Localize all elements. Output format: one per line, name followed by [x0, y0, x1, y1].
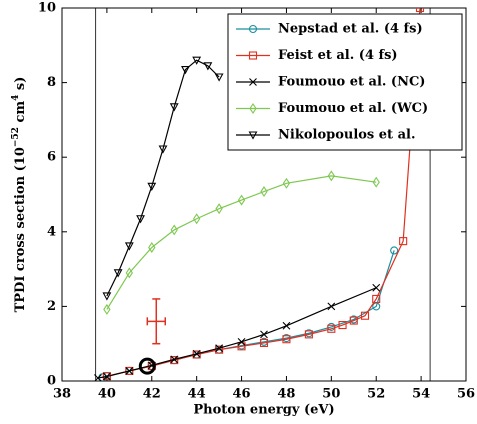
marker — [147, 182, 157, 191]
marker — [215, 344, 223, 353]
series-line — [106, 8, 421, 377]
series-line — [106, 59, 220, 297]
y-axis-label-part: −52 — [11, 127, 21, 147]
x-tick-label: 44 — [188, 387, 206, 402]
marker — [415, 8, 425, 13]
y-tick-label: 8 — [47, 75, 56, 90]
marker — [124, 242, 134, 251]
x-tick-label: 38 — [53, 387, 71, 402]
x-tick-label: 54 — [412, 387, 430, 402]
x-tick-label: 46 — [233, 387, 251, 402]
marker — [248, 131, 258, 140]
x-tick-label: 48 — [277, 387, 295, 402]
marker — [327, 324, 336, 333]
marker — [259, 338, 269, 348]
marker — [237, 194, 246, 206]
y-tick-label: 0 — [47, 374, 56, 389]
plot-area — [94, 8, 431, 381]
x-tick-label: 42 — [143, 387, 161, 402]
marker — [282, 321, 291, 330]
marker — [203, 62, 213, 71]
marker — [327, 302, 336, 311]
marker — [249, 103, 257, 114]
marker — [170, 355, 179, 364]
marker — [304, 330, 313, 339]
marker — [215, 345, 224, 354]
y-axis-label-part: 4 — [11, 95, 21, 101]
marker — [390, 246, 399, 255]
marker — [158, 145, 168, 154]
legend-label: Foumouo et al. (WC) — [278, 101, 428, 116]
x-tick-label: 52 — [367, 387, 385, 402]
y-axis-label-part: TPDI cross section (10 — [13, 147, 28, 312]
marker — [192, 349, 201, 358]
marker — [282, 177, 291, 189]
plot-frame — [61, 7, 467, 382]
highlight-circle — [138, 357, 156, 375]
marker — [103, 303, 111, 315]
y-tick-label: 10 — [38, 1, 56, 16]
marker — [170, 224, 178, 236]
x-axis-label: Photon energy (eV) — [193, 403, 334, 418]
marker — [249, 78, 257, 86]
marker — [338, 320, 347, 330]
y-tick-label: 2 — [47, 299, 56, 314]
marker — [113, 269, 123, 278]
legend-label: Foumouo et al. (NC) — [278, 75, 425, 90]
x-tick-label: 50 — [322, 387, 340, 402]
legend-label: Nepstad et al. (4 fs) — [278, 22, 423, 37]
marker — [237, 337, 246, 346]
y-axis-label-part: cm — [13, 101, 28, 127]
marker — [372, 176, 380, 188]
x-tick-label: 40 — [98, 387, 116, 402]
marker — [181, 65, 190, 75]
y-tick-label: 6 — [47, 150, 56, 165]
marker — [125, 267, 133, 279]
legend-label: Nikolopoulos et al. — [278, 128, 415, 143]
marker — [103, 372, 111, 381]
marker — [372, 283, 381, 292]
marker — [349, 316, 358, 325]
marker — [169, 103, 179, 112]
legend-label: Feist et al. (4 fs) — [278, 48, 398, 63]
marker — [248, 24, 258, 34]
marker — [125, 367, 134, 375]
y-tick-label: 4 — [47, 224, 56, 239]
marker — [248, 51, 258, 60]
marker — [327, 170, 335, 182]
marker — [125, 366, 134, 375]
marker — [282, 335, 291, 344]
marker — [399, 237, 408, 246]
series-line — [106, 175, 377, 310]
marker — [260, 186, 268, 198]
marker — [94, 374, 102, 381]
marker — [214, 73, 224, 82]
series-line — [97, 287, 377, 379]
marker — [192, 56, 202, 65]
marker — [237, 342, 246, 351]
marker — [193, 213, 201, 225]
marker — [148, 241, 156, 253]
y-axis-label-part: s) — [13, 77, 28, 95]
marker — [360, 311, 370, 320]
marker — [136, 215, 145, 224]
marker — [102, 292, 112, 301]
x-tick-label: 56 — [457, 387, 475, 402]
marker — [215, 203, 223, 215]
marker — [372, 294, 381, 303]
y-axis-label: TPDI cross section (10−52 cm4 s) — [11, 77, 28, 313]
marker — [260, 330, 268, 339]
